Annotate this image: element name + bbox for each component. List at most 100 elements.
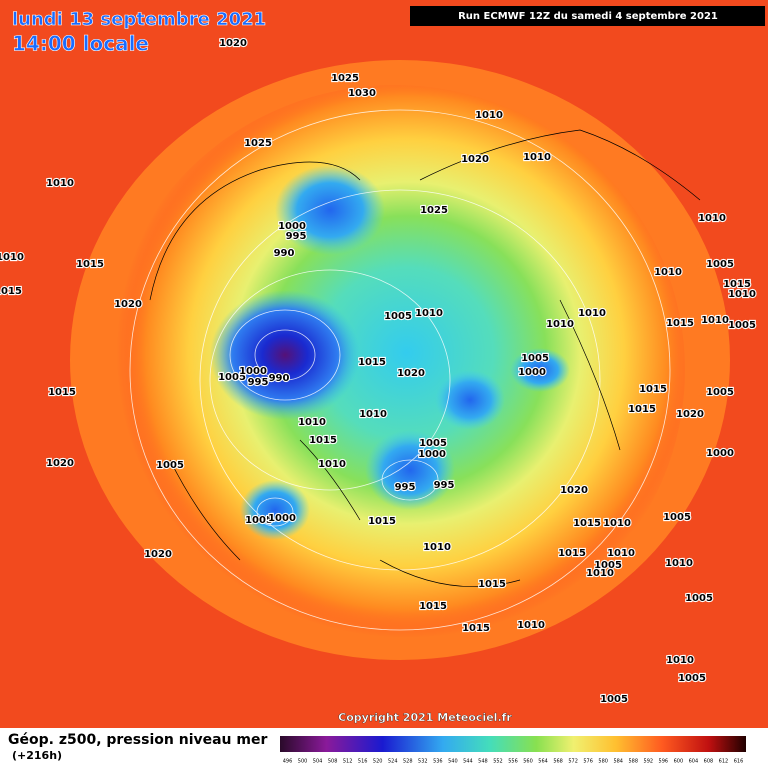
colorbar-tick-label: 520	[373, 759, 383, 765]
isobar-label: 1020	[114, 299, 142, 310]
isobar-label: 1020	[461, 154, 489, 165]
colorbar-tick-label: 540	[448, 759, 458, 765]
date-title: lundi 13 septembre 2021	[12, 9, 266, 30]
low-center	[210, 290, 360, 420]
colorbar-tick-label: 608	[704, 759, 714, 765]
isobar-label: 1010	[578, 308, 606, 319]
isobar-label: 1015	[573, 518, 601, 529]
isobar-label: 1005	[685, 593, 713, 604]
trough	[240, 480, 310, 540]
isobar-label: 1010	[603, 518, 631, 529]
isobar-label: 1015	[0, 286, 22, 297]
trough	[275, 165, 385, 255]
colorbar-tick-label: 600	[674, 759, 684, 765]
isobar-label: 1010	[654, 267, 682, 278]
colorbar-tick-label: 500	[298, 759, 308, 765]
isobar-label: 1005	[384, 311, 412, 322]
trough	[510, 348, 570, 392]
isobar-label: 1015	[478, 579, 506, 590]
isobar-label: 1010	[523, 152, 551, 163]
colorbar-tick-label: 524	[388, 759, 398, 765]
isobar-label: 1005	[521, 353, 549, 364]
isobar-label: 1015	[723, 279, 751, 290]
isobar-label: 1005	[663, 512, 691, 523]
isobar-label: 1005	[600, 694, 628, 705]
isobar-label: 995	[395, 482, 416, 493]
isobar-label: 1010	[0, 252, 24, 263]
colorbar-tick-label: 556	[508, 759, 518, 765]
coastlines	[149, 129, 701, 587]
isobar-label: 1000	[518, 367, 546, 378]
colorbar-tick-label: 616	[734, 759, 744, 765]
isobar-label: 1010	[546, 319, 574, 330]
isobar-label: 1005	[678, 673, 706, 684]
isobar-label: 1015	[628, 404, 656, 415]
isobar-label: 1025	[244, 138, 272, 149]
colorbar-tick-label: 564	[538, 759, 548, 765]
isobar-label: 1005	[156, 460, 184, 471]
forecast-hour: (+216h)	[12, 749, 62, 762]
legend-title: Géop. z500, pression niveau mer	[8, 732, 267, 748]
isobar-label: 1010	[517, 620, 545, 631]
colorbar-tick-label: 548	[478, 759, 488, 765]
time-title: 14:00 locale	[12, 32, 149, 56]
isobar-label: 1000	[239, 366, 267, 377]
isobar-label: 1000	[268, 513, 296, 524]
isobar-label: 1015	[462, 623, 490, 634]
colorbar-tick-label: 612	[719, 759, 729, 765]
isobar-label: 1010	[586, 568, 614, 579]
trough	[365, 430, 455, 510]
isobar-label: 1020	[397, 368, 425, 379]
isobar-label: 1020	[219, 38, 247, 49]
colorbar-tick-label: 592	[644, 759, 654, 765]
colorbar-tick-label: 512	[343, 759, 353, 765]
isobar-label: 1010	[666, 655, 694, 666]
run-banner	[410, 6, 765, 26]
isobar-label: 1010	[359, 409, 387, 420]
isobar-label: 1010	[475, 110, 503, 121]
isobar-label: 1010	[607, 548, 635, 559]
isobar-label: 990	[274, 248, 295, 259]
isobar-label: 1010	[298, 417, 326, 428]
isobar-label: 1015	[666, 318, 694, 329]
isobar-label: 1010	[46, 178, 74, 189]
isobar-label: 1010	[415, 308, 443, 319]
isobar-label: 1015	[358, 357, 386, 368]
isobar-label: 1015	[309, 435, 337, 446]
colorbar-tick-label: 580	[598, 759, 608, 765]
colorbar-tick-label: 568	[553, 759, 563, 765]
isobar-label: 1005	[706, 259, 734, 270]
isobar-label: 1010	[728, 289, 756, 300]
isobar-label: 995	[434, 480, 455, 491]
colorbar-tick-label: 576	[583, 759, 593, 765]
isobar-label: 1005	[245, 515, 273, 526]
isobar-label: 1030	[348, 88, 376, 99]
isobar-label: 1015	[558, 548, 586, 559]
isobar-label: 1005	[218, 372, 246, 383]
isobar-label: 995	[248, 377, 269, 388]
trough	[435, 370, 505, 430]
isobar-label: 995	[286, 231, 307, 242]
colorbar-tick-label: 560	[523, 759, 533, 765]
colorbar-tick-label: 584	[613, 759, 623, 765]
colorbar-tick-label: 588	[628, 759, 638, 765]
colorbar-tick-label: 552	[493, 759, 503, 765]
isobar-label: 1010	[665, 558, 693, 569]
isobar-label: 990	[269, 373, 290, 384]
isobar-label: 1005	[706, 387, 734, 398]
colorbar-ticks: 496 500 504 508 512 516 520 524 528 532 536 540 544 5…	[283, 759, 744, 765]
isobar-label: 1020	[676, 409, 704, 420]
isobar-label: 1000	[278, 221, 306, 232]
colorbar-tick-label: 528	[403, 759, 413, 765]
isobar-label: 1000	[418, 449, 446, 460]
isobar-label: 1010	[423, 542, 451, 553]
isobar-label: 1005	[419, 438, 447, 449]
isobar-label: 1005	[728, 320, 756, 331]
colorbar-tick-label: 532	[418, 759, 428, 765]
isobar-label: 1010	[318, 459, 346, 470]
colorbar-tick-label: 544	[463, 759, 473, 765]
colorbar-tick-label: 572	[568, 759, 578, 765]
run-info: Run ECMWF 12Z du samedi 4 septembre 2021	[458, 11, 718, 22]
isobar-label: 1015	[76, 259, 104, 270]
colorbar-tick-label: 604	[689, 759, 699, 765]
